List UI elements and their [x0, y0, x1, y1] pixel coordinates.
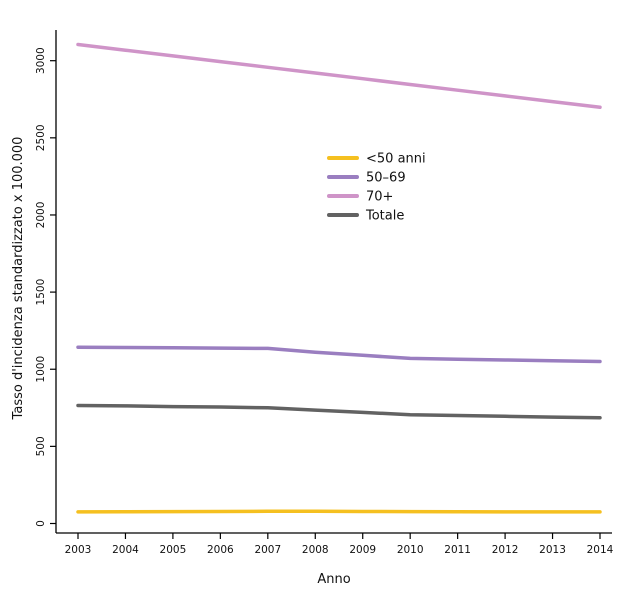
series-line — [76, 345, 602, 364]
x-axis-title: Anno — [317, 572, 350, 587]
x-tick-label: 2005 — [160, 544, 187, 556]
x-tick-label: 2009 — [349, 544, 376, 556]
legend-label: 70+ — [366, 190, 393, 205]
y-tick-label: 1500 — [35, 279, 47, 306]
x-tick-label: 2011 — [444, 544, 471, 556]
y-tick-label: 0 — [35, 520, 47, 527]
legend-label: 50–69 — [366, 171, 406, 186]
legend-label: Totale — [365, 209, 404, 224]
x-tick-label: 2004 — [112, 544, 139, 556]
y-tick-label: 500 — [35, 436, 47, 456]
x-tick-label: 2014 — [587, 544, 614, 556]
x-tick-label: 2012 — [492, 544, 519, 556]
x-tick-label: 2003 — [65, 544, 92, 556]
y-tick-label: 1000 — [35, 356, 47, 383]
series-line — [76, 403, 602, 420]
plot-frame — [55, 30, 612, 534]
x-tick-label: 2007 — [254, 544, 281, 556]
x-tick-label: 2008 — [302, 544, 329, 556]
y-ticks: 0 500 1000 1500 2000 2500 3000 — [35, 47, 56, 527]
x-tick-label: 2006 — [207, 544, 234, 556]
legend-label: <50 anni — [366, 152, 426, 167]
series-lines — [76, 42, 602, 514]
y-tick-label: 2000 — [35, 202, 47, 229]
legend: <50 anni 50–69 70+ Totale — [327, 152, 426, 224]
x-ticks: 2003 2004 2005 2006 2007 2008 2009 2010 2011 2012… — [65, 533, 614, 556]
x-tick-label: 2013 — [539, 544, 566, 556]
y-axis-title: Tasso d'incidenza standardizzato x 100.0… — [11, 137, 26, 421]
y-tick-label: 3000 — [35, 47, 47, 74]
series-line — [76, 509, 602, 514]
y-tick-label: 2500 — [35, 124, 47, 151]
series-line — [76, 42, 602, 110]
x-tick-label: 2010 — [397, 544, 424, 556]
